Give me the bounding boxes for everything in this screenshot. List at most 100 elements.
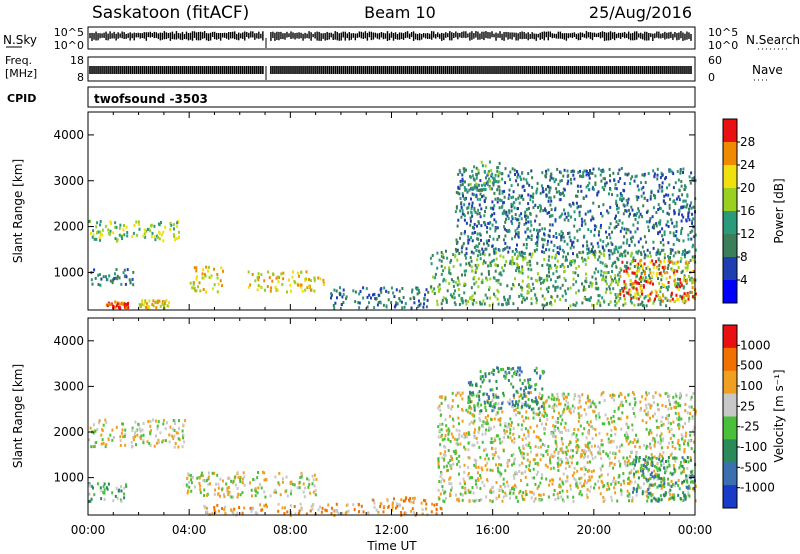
- echo-cell: [497, 418, 500, 422]
- echo-cell: [410, 500, 413, 504]
- echo-cell: [583, 296, 586, 300]
- echo-cell: [682, 199, 685, 203]
- echo-cell: [617, 211, 620, 214]
- echo-cell: [636, 251, 639, 255]
- echo-cell: [113, 276, 116, 280]
- echo-cell: [459, 393, 462, 397]
- echo-cell: [522, 177, 525, 181]
- echo-cell: [495, 434, 498, 438]
- echo-cell: [342, 292, 345, 296]
- echo-cell: [598, 486, 601, 490]
- echo-cell: [102, 423, 105, 427]
- echo-cell: [536, 235, 538, 239]
- echo-cell: [489, 428, 492, 432]
- echo-cell: [88, 500, 91, 503]
- echo-cell: [614, 480, 617, 484]
- echo-cell: [639, 302, 642, 306]
- echo-cell: [403, 305, 406, 309]
- echo-cell: [580, 454, 583, 458]
- echo-cell: [614, 183, 617, 187]
- echo-cell: [577, 170, 580, 174]
- echo-cell: [310, 288, 313, 292]
- echo-cell: [312, 478, 315, 482]
- echo-cell: [253, 478, 256, 482]
- power-colorbar: [722, 118, 738, 304]
- echo-cell: [511, 260, 514, 264]
- echo-cell: [437, 462, 440, 466]
- echo-cell: [594, 255, 596, 259]
- echo-cell: [450, 482, 453, 486]
- echo-cell: [159, 304, 162, 308]
- echo-cell: [554, 288, 557, 292]
- echo-cell: [609, 179, 612, 183]
- echo-cell: [494, 402, 497, 406]
- echo-cell: [523, 251, 526, 255]
- echo-cell: [465, 221, 468, 225]
- echo-cell: [182, 436, 185, 440]
- echo-cell: [667, 193, 670, 197]
- echo-cell: [511, 237, 514, 241]
- echo-cell: [322, 278, 325, 282]
- echo-cell: [558, 485, 561, 489]
- echo-cell: [581, 432, 584, 436]
- echo-cell: [450, 432, 453, 436]
- echo-cell: [507, 435, 509, 439]
- echo-cell: [484, 293, 487, 297]
- echo-cell: [652, 436, 655, 440]
- echo-cell: [360, 504, 363, 508]
- echo-cell: [520, 217, 523, 221]
- echo-cell: [238, 506, 241, 509]
- echo-cell: [520, 196, 523, 199]
- echo-cell: [493, 204, 496, 208]
- echo-cell: [608, 487, 611, 491]
- echo-cell: [512, 302, 515, 306]
- echo-cell: [116, 274, 119, 278]
- echo-cell: [601, 422, 604, 426]
- echo-cell: [491, 223, 494, 227]
- echo-cell: [668, 394, 671, 398]
- echo-cell: [498, 198, 501, 202]
- echo-cell: [234, 483, 237, 487]
- echo-cell: [510, 424, 513, 427]
- echo-cell: [652, 282, 654, 286]
- echo-cell: [497, 290, 500, 294]
- echo-cell: [520, 212, 523, 216]
- echo-cell: [172, 233, 175, 237]
- echo-cell: [441, 456, 444, 460]
- echo-cell: [124, 428, 127, 432]
- echo-cell: [643, 262, 646, 266]
- echo-cell: [521, 461, 524, 465]
- echo-cell: [508, 188, 511, 192]
- echo-cell: [496, 188, 499, 192]
- echo-cell: [623, 182, 626, 186]
- echo-cell: [515, 248, 518, 251]
- echo-cell: [561, 394, 564, 398]
- echo-cell: [458, 429, 461, 433]
- echo-cell: [139, 305, 142, 309]
- echo-cell: [590, 284, 593, 288]
- echo-cell: [622, 203, 625, 207]
- echo-cell: [632, 441, 635, 444]
- echo-cell: [100, 489, 103, 492]
- echo-cell: [539, 281, 542, 285]
- echo-cell: [648, 229, 650, 233]
- echo-cell: [458, 187, 461, 191]
- echo-cell: [467, 206, 470, 209]
- echo-cell: [436, 251, 439, 255]
- echo-cell: [668, 203, 671, 207]
- echo-cell: [681, 252, 684, 256]
- echo-cell: [196, 476, 199, 480]
- echo-cell: [230, 479, 233, 483]
- echo-cell: [298, 509, 301, 513]
- echo-cell: [291, 275, 294, 279]
- echo-cell: [307, 284, 310, 288]
- echo-cell: [660, 432, 663, 436]
- echo-cell: [572, 245, 575, 249]
- echo-cell: [569, 215, 572, 219]
- echo-cell: [468, 397, 471, 401]
- echo-cell: [123, 486, 126, 490]
- echo-cell: [581, 173, 584, 177]
- echo-cell: [289, 283, 292, 287]
- echo-cell: [626, 173, 629, 177]
- echo-cell: [533, 499, 536, 503]
